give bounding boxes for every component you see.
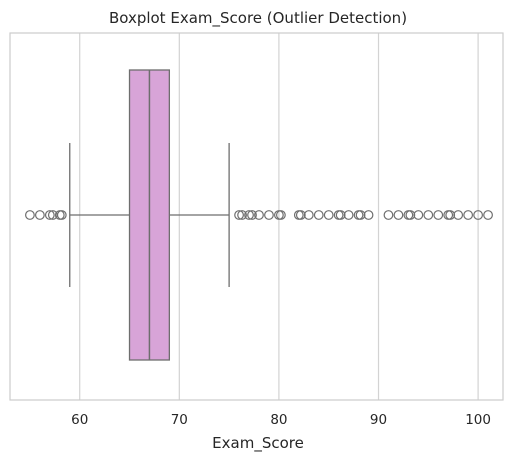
outlier-point-28 xyxy=(405,210,416,220)
outlier-point-21 xyxy=(343,210,354,220)
outlier-point-30 xyxy=(423,210,434,220)
outlier-points xyxy=(25,210,493,220)
x-axis-label: Exam_Score xyxy=(212,434,304,453)
grid-lines xyxy=(79,33,479,400)
outlier-point-14 xyxy=(293,210,304,220)
x-tick-label-100: 100 xyxy=(465,412,491,428)
outlier-point-31 xyxy=(433,210,444,220)
outlier-point-16 xyxy=(303,210,314,220)
chart-title: Boxplot Exam_Score (Outlier Detection) xyxy=(109,9,407,28)
outlier-point-13 xyxy=(276,210,286,220)
outlier-point-9 xyxy=(247,210,257,220)
outlier-point-36 xyxy=(473,210,484,220)
outlier-point-27 xyxy=(403,210,414,220)
outlier-point-2 xyxy=(44,210,55,220)
x-tick-label-70: 70 xyxy=(171,412,188,428)
outlier-point-33 xyxy=(445,210,456,220)
outlier-point-22 xyxy=(353,210,364,220)
outlier-point-26 xyxy=(393,210,404,220)
outlier-point-1 xyxy=(34,210,45,220)
outlier-point-15 xyxy=(295,210,306,220)
plot-frame xyxy=(9,32,504,401)
x-tick-label-90: 90 xyxy=(370,412,387,428)
outlier-point-32 xyxy=(443,210,454,220)
outlier-point-24 xyxy=(363,210,374,220)
outlier-point-5 xyxy=(56,210,67,220)
outlier-point-7 xyxy=(237,210,247,220)
outlier-point-17 xyxy=(313,210,324,220)
outlier-point-6 xyxy=(234,210,244,220)
outlier-point-29 xyxy=(413,210,424,220)
box-group xyxy=(69,69,230,361)
outlier-point-35 xyxy=(463,210,474,220)
outlier-point-8 xyxy=(244,210,254,220)
outlier-point-23 xyxy=(355,210,366,220)
x-tick-label-80: 80 xyxy=(270,412,287,428)
x-tick-labels: 60 70 80 90 100 xyxy=(71,412,491,428)
outlier-point-0 xyxy=(25,210,35,220)
outlier-point-20 xyxy=(335,210,346,220)
outlier-point-37 xyxy=(483,210,493,220)
outlier-point-34 xyxy=(453,210,464,220)
outlier-point-11 xyxy=(264,210,274,220)
outlier-point-18 xyxy=(323,210,334,220)
x-tick-label-60: 60 xyxy=(71,412,88,428)
outlier-point-25 xyxy=(383,210,394,220)
outlier-point-19 xyxy=(333,210,344,220)
outlier-point-10 xyxy=(254,210,264,220)
